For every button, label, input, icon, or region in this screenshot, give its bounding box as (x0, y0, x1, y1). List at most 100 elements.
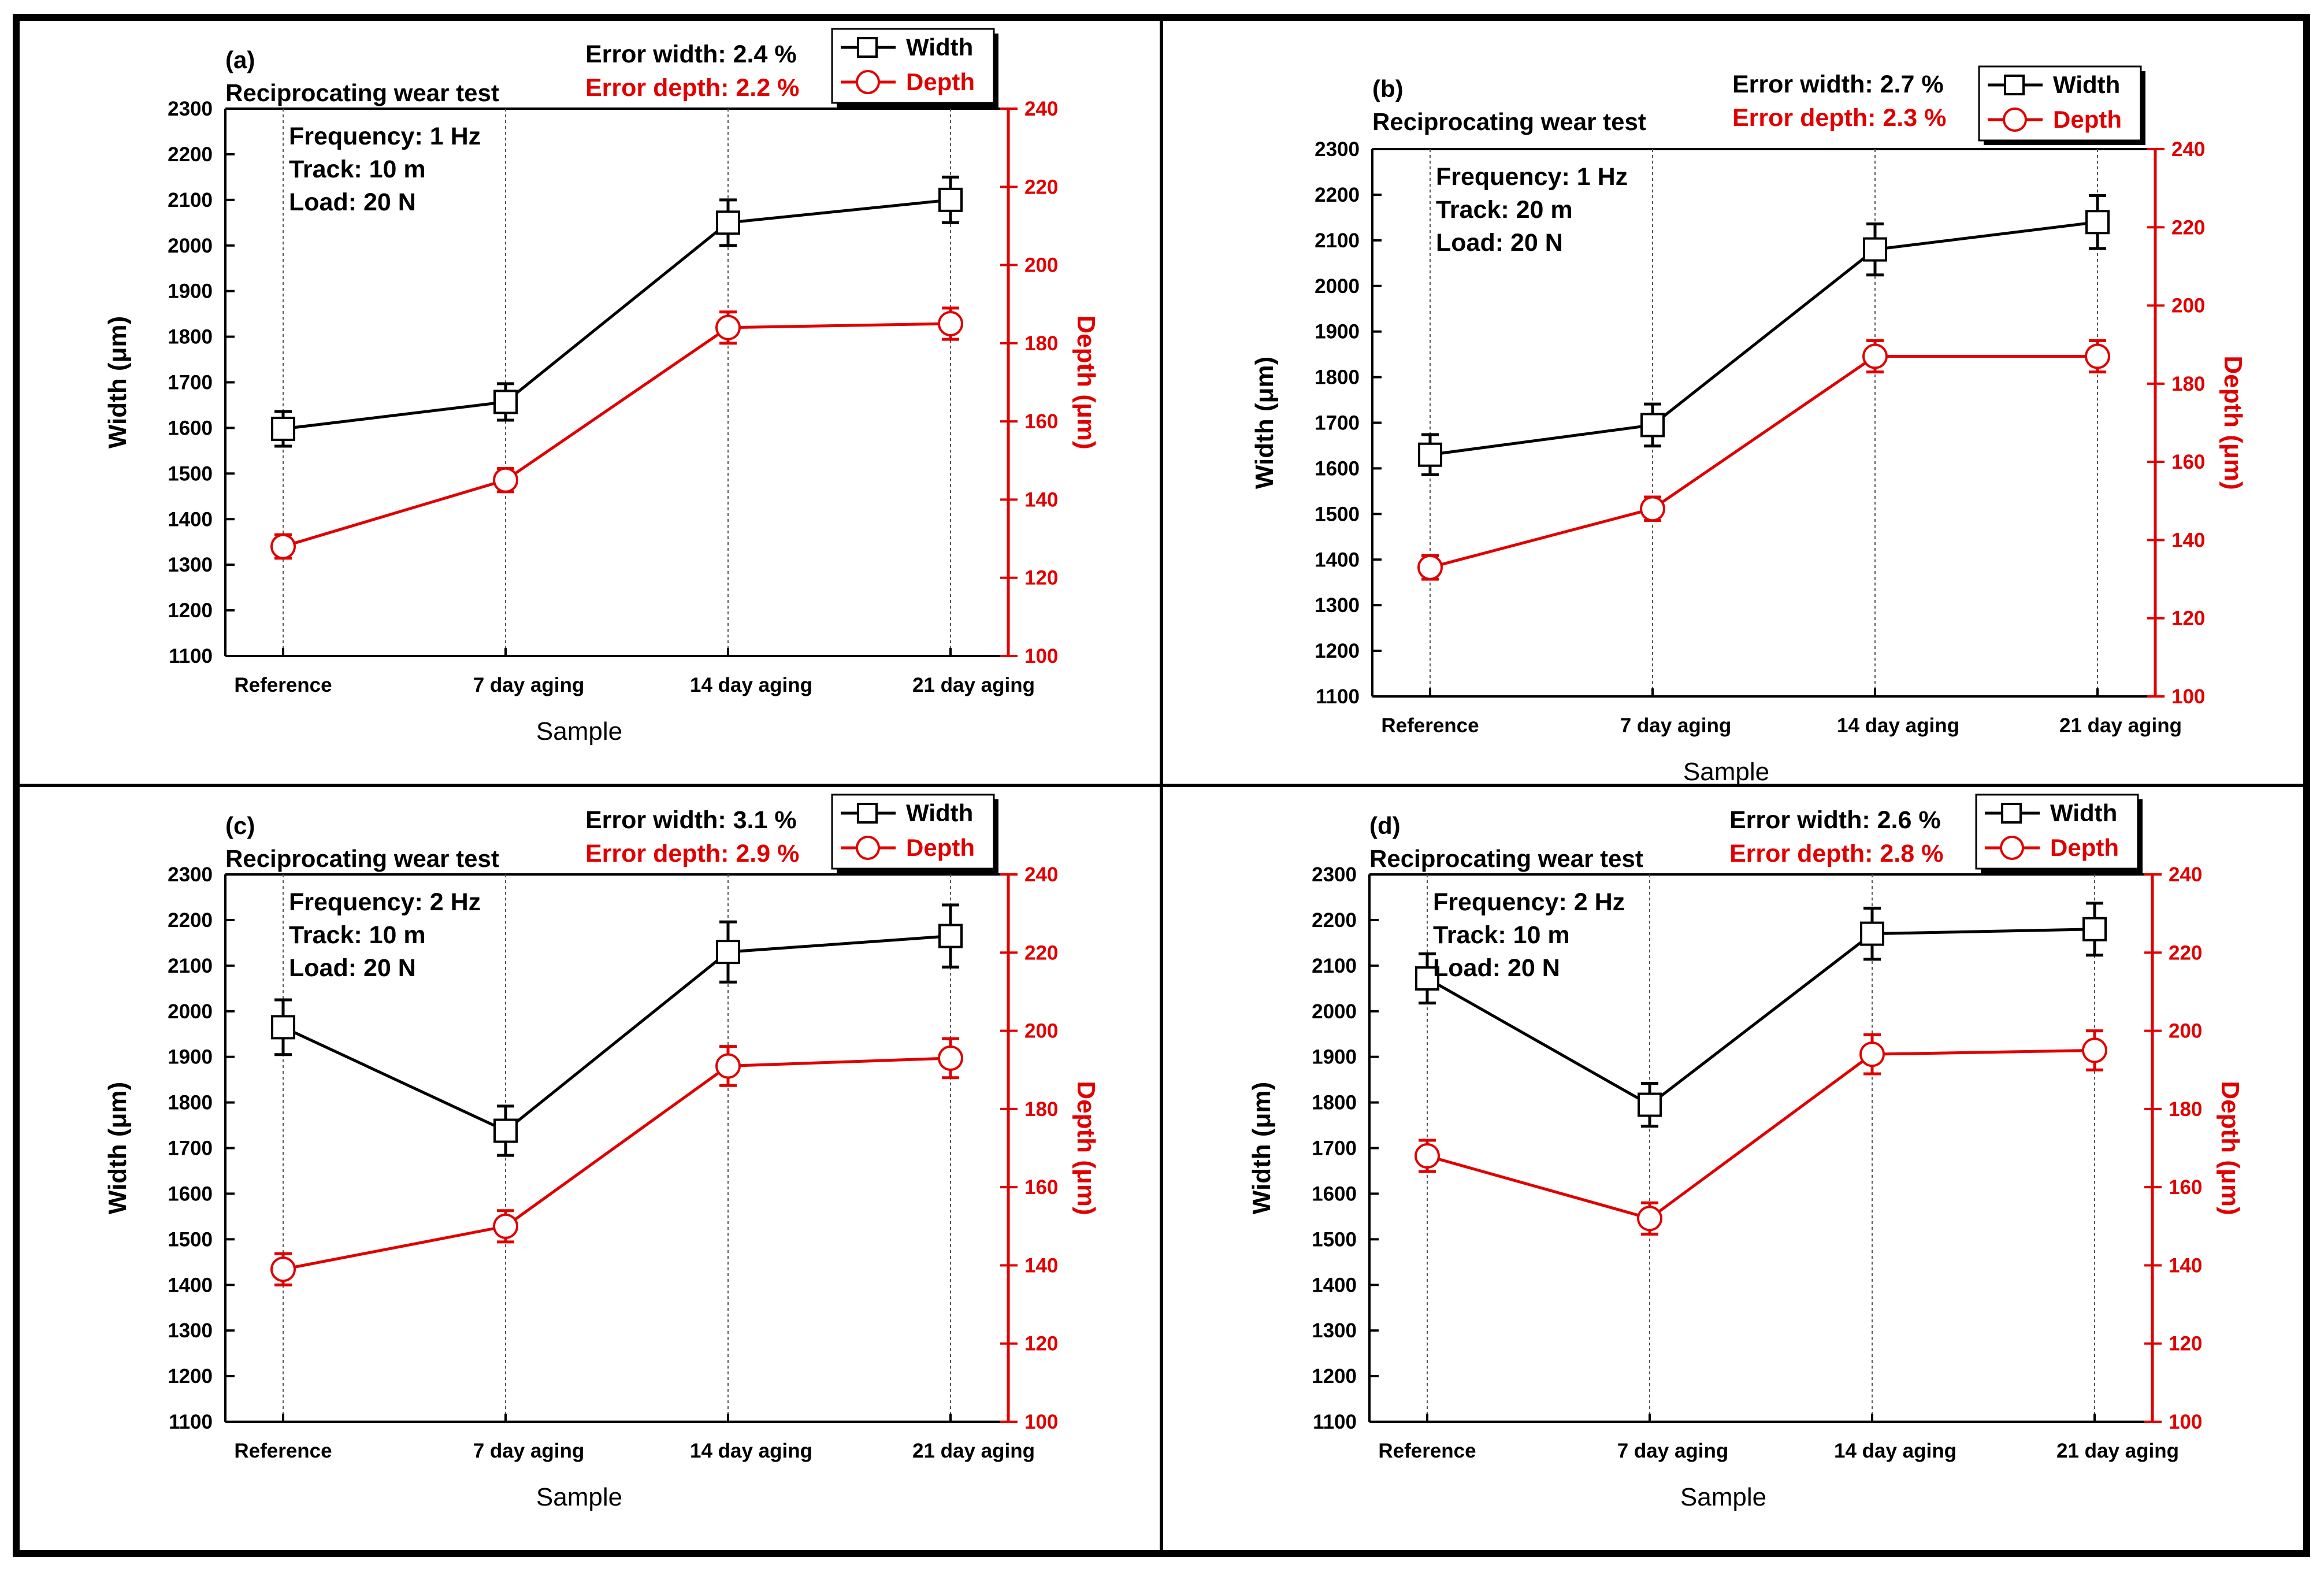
y-tick-label: 2300 (1312, 863, 1357, 886)
data-point-width (1860, 921, 1884, 946)
y2-tick-label: 120 (1024, 567, 1058, 590)
legend-label: Width (2050, 799, 2117, 826)
data-point-depth (1640, 496, 1665, 522)
y-tick-label: 1700 (1312, 1137, 1357, 1160)
chart-panel-d: 1100 1200 1300 1400 1500 1600 1700 1800 1900 2000… (1248, 794, 2244, 1511)
y-tick-label: 2200 (1312, 909, 1357, 932)
y-tick-label: 1900 (1315, 321, 1360, 343)
legend-marker-circle (2000, 836, 2024, 860)
y-tick-label: 1500 (1312, 1228, 1357, 1251)
data-point-depth (715, 1053, 741, 1079)
data-point-width (493, 1118, 518, 1143)
error-width-text: Error width: 2.7 % (1732, 71, 1944, 98)
x-category-label: Reference (234, 1440, 332, 1462)
y-tick-label: 1500 (168, 1228, 213, 1251)
data-point-width (1638, 1092, 1662, 1117)
y2-tick-label: 100 (1024, 1411, 1058, 1433)
y2-tick-label: 240 (2171, 138, 2205, 161)
chart-title: Reciprocating wear test (1369, 845, 1643, 872)
y2-tick-label: 220 (2171, 216, 2205, 239)
y-tick-label: 1400 (1312, 1274, 1357, 1296)
data-point-depth (2082, 1037, 2107, 1063)
y-tick-label: 2200 (168, 143, 213, 166)
x-axis-title: Sample (1683, 758, 1769, 786)
y-tick-label: 2000 (1315, 275, 1360, 298)
y-tick-label: 1500 (168, 462, 213, 485)
data-point-width (1863, 237, 1887, 262)
data-point-width (2085, 210, 2110, 235)
y2-tick-label: 160 (2169, 1176, 2202, 1199)
error-width-text: Error width: 2.4 % (585, 40, 797, 68)
x-category-label: 21 day aging (2059, 714, 2182, 737)
y-tick-label: 1500 (1315, 503, 1360, 525)
series-line-depth (1430, 355, 2097, 569)
y2-tick-label: 140 (2169, 1254, 2202, 1277)
data-point-width (1640, 413, 1665, 438)
y2-axis-title: Depth (μm) (1072, 315, 1100, 449)
condition-text: Frequency: 1 Hz (289, 123, 481, 150)
y2-tick-label: 180 (1024, 332, 1058, 355)
y-tick-label: 2000 (168, 1000, 213, 1023)
y-tick-label: 1800 (168, 326, 213, 348)
y-tick-label: 2000 (1312, 1000, 1357, 1023)
x-category-label: 7 day aging (1617, 1440, 1729, 1462)
x-category-label: 21 day aging (912, 1440, 1035, 1462)
panel-label: (b) (1372, 75, 1404, 102)
y-tick-label: 1200 (168, 599, 213, 622)
y-tick-label: 1300 (168, 1319, 213, 1342)
data-point-depth (1417, 554, 1443, 580)
y2-axis-title: Depth (μm) (1072, 1081, 1100, 1215)
data-point-width (716, 940, 740, 965)
x-category-label: 14 day aging (690, 1440, 812, 1462)
x-category-label: Reference (1381, 714, 1479, 737)
y2-axis-title: Depth (μm) (2219, 355, 2247, 490)
legend-marker-square (2001, 803, 2022, 824)
series-line-depth (283, 1056, 951, 1271)
series-line-width (283, 198, 951, 431)
condition-text: Frequency: 2 Hz (1433, 888, 1625, 916)
y-tick-label: 1200 (168, 1365, 213, 1388)
chart-panel-b: 1100 1200 1300 1400 1500 1600 1700 1800 1900 2000… (1250, 65, 2247, 786)
data-point-depth (1637, 1206, 1662, 1232)
y2-tick-label: 120 (1024, 1333, 1058, 1355)
data-point-depth (493, 467, 518, 493)
y-tick-label: 1100 (1316, 685, 1360, 708)
y2-tick-label: 120 (2169, 1333, 2202, 1355)
y-tick-label: 1800 (1312, 1092, 1357, 1114)
data-point-depth (270, 533, 296, 559)
legend-label: Width (906, 34, 973, 61)
error-depth-text: Error depth: 2.2 % (585, 74, 799, 102)
legend-label: Depth (906, 68, 975, 95)
y-axis-title: Width (μm) (103, 316, 132, 448)
data-point-width (1415, 966, 1439, 991)
y2-tick-label: 200 (2171, 295, 2205, 317)
y-tick-label: 2000 (168, 235, 213, 257)
legend-marker-circle (856, 836, 880, 860)
y-tick-label: 1200 (1312, 1365, 1357, 1388)
y-tick-label: 1600 (168, 1182, 213, 1205)
y-tick-label: 1100 (169, 645, 213, 668)
x-axis-title: Sample (536, 717, 622, 746)
y-tick-label: 1900 (1312, 1046, 1357, 1069)
y2-tick-label: 200 (1024, 1020, 1058, 1043)
data-point-depth (938, 311, 963, 337)
panel-label: (c) (225, 812, 255, 839)
y2-tick-label: 240 (2169, 863, 2202, 886)
condition-text: Load: 20 N (289, 188, 416, 216)
y2-tick-label: 240 (1024, 863, 1058, 886)
y-tick-label: 1900 (168, 280, 213, 303)
x-category-label: 14 day aging (1837, 714, 1959, 737)
data-point-depth (1859, 1041, 1885, 1067)
data-point-width (271, 1015, 295, 1040)
x-category-label: 7 day aging (473, 1440, 585, 1462)
condition-text: Load: 20 N (1433, 954, 1560, 982)
y-axis-title: Width (μm) (1248, 1082, 1276, 1214)
y-tick-label: 2100 (1315, 229, 1360, 252)
data-point-depth (2085, 343, 2110, 369)
data-point-width (2082, 917, 2107, 941)
chart-title: Reciprocating wear test (225, 845, 499, 872)
data-point-width (271, 416, 295, 441)
data-point-width (938, 187, 963, 212)
y-tick-label: 1300 (1315, 594, 1360, 617)
x-category-label: Reference (234, 674, 332, 696)
